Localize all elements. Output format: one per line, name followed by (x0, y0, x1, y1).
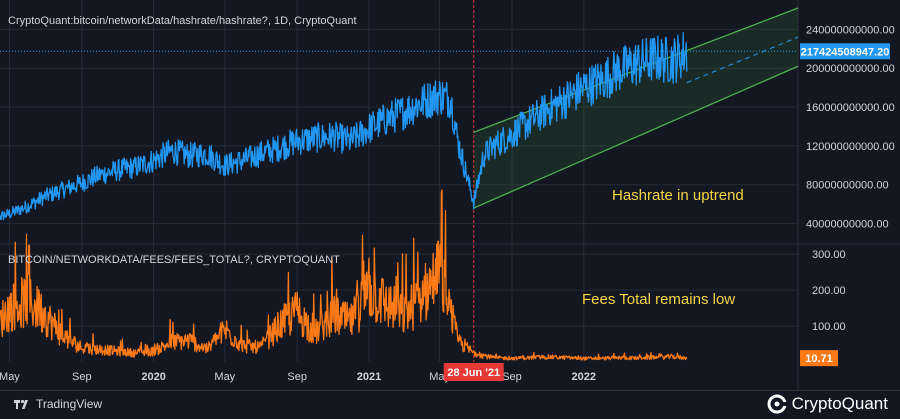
fees-line (0, 189, 688, 361)
fees-chart-title: BITCOIN/NETWORKDATA/FEES/FEES_TOTAL?, CR… (8, 254, 340, 266)
cryptoquant-brand[interactable]: CryptoQuant (767, 394, 888, 414)
chart-canvas: May Sep 2020 May Sep 2021 May Sep 20222400000000… (0, 0, 900, 390)
cryptoquant-logo-icon (767, 394, 787, 414)
cryptoquant-label: CryptoQuant (791, 394, 888, 413)
trend-channel-fill (473, 8, 798, 209)
x-tick-label: Sep (502, 371, 522, 383)
x-tick-label: 2022 (572, 371, 596, 383)
x-tick-label: Sep (72, 371, 92, 383)
fees-annotation: Fees Total remains low (582, 291, 735, 308)
hashrate-y-tick: 200000000000.00 (806, 63, 895, 75)
hashrate-annotation: Hashrate in uptrend (612, 187, 744, 204)
hashrate-chart-title: CryptoQuant:bitcoin/networkData/hashrate… (8, 15, 357, 27)
fees-y-tick: 200.00 (812, 285, 846, 297)
hashrate-last-value-tag (800, 43, 890, 60)
fees-y-tick: 100.00 (812, 321, 846, 333)
tradingview-label: TradingView (36, 397, 103, 411)
trend-projection-line (686, 36, 799, 84)
x-tick-label: May (0, 371, 20, 383)
hashrate-last-value-label: 217424508947.20 (801, 46, 890, 58)
hashrate-y-tick: 40000000000.00 (806, 219, 889, 231)
x-tick-label: May (214, 371, 235, 383)
fees-last-value-tag (800, 350, 838, 367)
fees-y-tick: 300.00 (812, 249, 846, 261)
trend-channel (473, 7, 799, 209)
text-layer: CryptoQuant:bitcoin/networkData/hashrate… (8, 15, 744, 308)
hashrate-y-tick: 160000000000.00 (806, 102, 895, 114)
x-tick-label: 2020 (141, 371, 165, 383)
x-tick-label: Sep (287, 371, 307, 383)
hashrate-y-tick: 120000000000.00 (806, 141, 895, 153)
hashrate-y-tick: 240000000000.00 (806, 24, 895, 36)
fees-last-value-label: 10.71 (805, 353, 833, 365)
trend-channel-lower-line (473, 65, 799, 209)
crosshair-date-tag (443, 363, 504, 381)
axis-layer: May Sep 2020 May Sep 2021 May Sep 20222400000000… (0, 24, 895, 383)
hashrate-y-tick: 80000000000.00 (806, 180, 889, 192)
tradingview-logo-icon (14, 399, 28, 409)
footer-bar: TradingView CryptoQuant (0, 390, 900, 419)
tradingview-brand[interactable]: TradingView (14, 397, 102, 411)
fees-series (0, 189, 688, 361)
x-tick-label: 2021 (357, 371, 381, 383)
hashrate-line (0, 32, 688, 221)
crosshair-date-label: 28 Jun '21 (447, 367, 500, 379)
hashrate-series (0, 32, 688, 221)
